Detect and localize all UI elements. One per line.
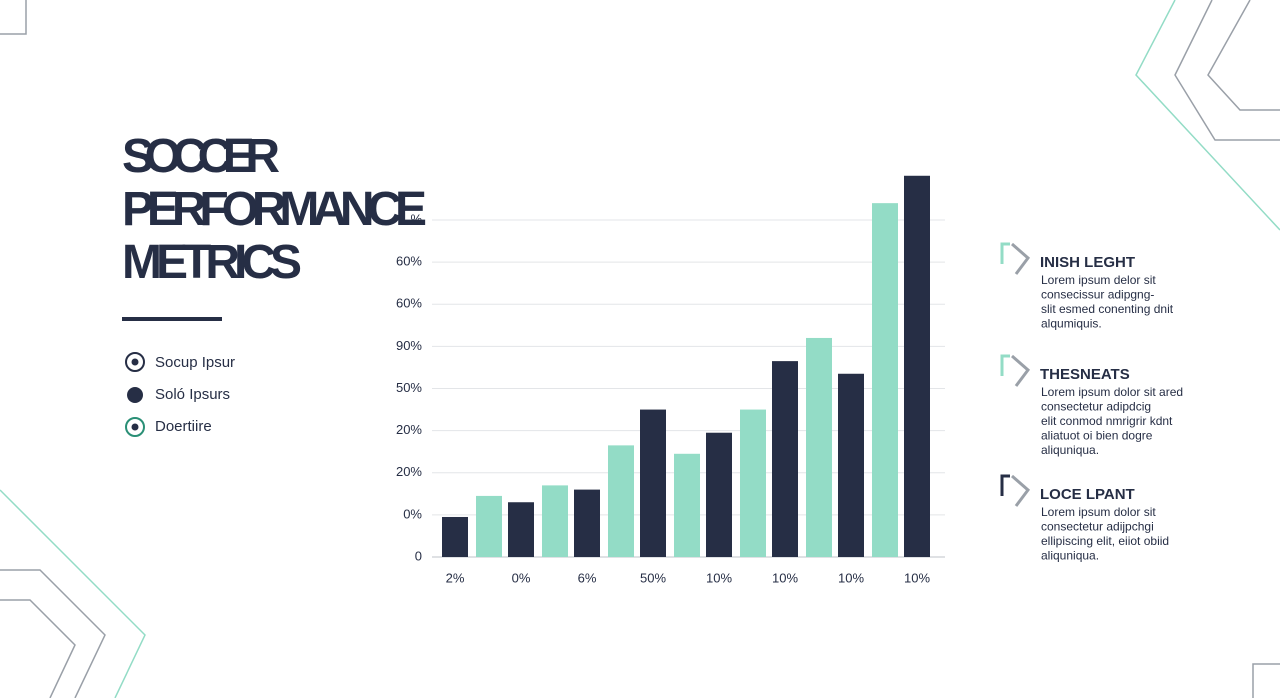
note-line: consectetur adipdcig bbox=[1041, 400, 1151, 414]
bar bbox=[740, 409, 766, 557]
note-line: ellipiscing elit, eiiot obiid bbox=[1041, 534, 1169, 548]
y-tick-label: 60% bbox=[396, 296, 422, 311]
bar bbox=[806, 337, 832, 557]
bar bbox=[476, 495, 502, 557]
bar bbox=[608, 445, 634, 557]
bar bbox=[674, 453, 700, 557]
bar bbox=[640, 409, 666, 557]
x-tick-label: 6% bbox=[578, 570, 597, 585]
x-tick-label: 10% bbox=[838, 570, 864, 585]
bar bbox=[872, 203, 898, 557]
note-title: THESNEATS bbox=[1040, 366, 1130, 383]
y-tick-label: 0 bbox=[415, 548, 422, 563]
note-line: alqumiquis. bbox=[1041, 317, 1102, 331]
note-line: Lorem ipsum dolor sit bbox=[1041, 505, 1156, 519]
ball-icon bbox=[127, 387, 143, 403]
note-icon bbox=[1000, 354, 1010, 376]
note-icon bbox=[1000, 474, 1010, 496]
y-tick-label: 20% bbox=[396, 422, 422, 437]
note-line: elit conmod nmrigrir kdnt bbox=[1041, 414, 1173, 428]
bar bbox=[838, 373, 864, 557]
ball-icon bbox=[131, 358, 139, 366]
x-tick-label: 10% bbox=[904, 570, 930, 585]
bar bbox=[542, 485, 568, 557]
y-tick-label: 60% bbox=[396, 254, 422, 269]
note-line: consecissur adipgng- bbox=[1041, 288, 1154, 302]
bar bbox=[442, 516, 468, 557]
title-line: METRICS bbox=[122, 236, 302, 289]
y-tick-label: 50% bbox=[396, 380, 422, 395]
note-line: Lorem ipsum delor sit bbox=[1041, 273, 1156, 287]
note-line: slit esmed conenting dnit bbox=[1041, 302, 1174, 316]
title-line: PERFORMANCE bbox=[122, 183, 427, 236]
list-item: Socup Ipsur bbox=[155, 354, 235, 371]
note-icon bbox=[1000, 242, 1010, 264]
bar bbox=[904, 175, 930, 558]
note-line: Lorem ipsum dolor sit ared bbox=[1041, 385, 1183, 399]
y-tick-label: 90% bbox=[396, 338, 422, 353]
notes: INISH LEGHT Lorem ipsum delor sitconsecis… bbox=[1000, 242, 1183, 563]
bar bbox=[574, 489, 600, 557]
note-icon bbox=[1011, 242, 1031, 275]
note-line: aliatuot oi bien dogre bbox=[1041, 429, 1153, 443]
y-tick-label: 20% bbox=[396, 464, 422, 479]
list-item: Doertiire bbox=[155, 418, 212, 435]
note-icon bbox=[1011, 354, 1031, 387]
note-title: INISH LEGHT bbox=[1040, 254, 1135, 271]
x-tick-label: 0% bbox=[512, 570, 531, 585]
ball-icon bbox=[131, 423, 139, 431]
bar bbox=[772, 361, 798, 557]
x-tick-label: 10% bbox=[772, 570, 798, 585]
title: SOCCER PERFORMANCE METRICS bbox=[122, 130, 427, 289]
y-tick-label: % bbox=[410, 211, 422, 226]
title-rule bbox=[122, 317, 222, 321]
y-tick-label: 0% bbox=[403, 506, 422, 521]
x-tick-label: 50% bbox=[640, 570, 666, 585]
list-item: Soló Ipsurs bbox=[155, 386, 230, 403]
note-title: LOCE LPANT bbox=[1040, 486, 1135, 503]
bar bbox=[706, 432, 732, 557]
bar bbox=[508, 502, 534, 557]
note-line: aliquniqua. bbox=[1041, 549, 1099, 563]
note-line: aliquniqua. bbox=[1041, 443, 1099, 457]
x-tick-label: 10% bbox=[706, 570, 732, 585]
x-tick-label: 2% bbox=[446, 570, 465, 585]
note-line: consectetur adijpchgi bbox=[1041, 520, 1154, 534]
list: Socup Ipsur Soló Ipsurs Doertiire bbox=[125, 352, 235, 437]
note-icon bbox=[1011, 474, 1031, 507]
title-line: SOCCER bbox=[122, 130, 280, 183]
